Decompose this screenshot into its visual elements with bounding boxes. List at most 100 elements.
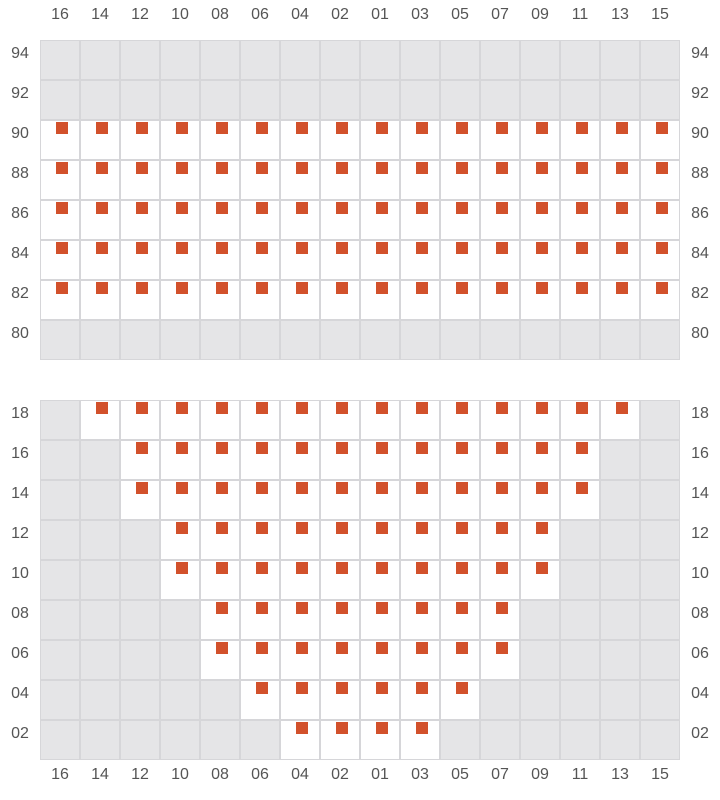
seat-marker[interactable]: [136, 202, 148, 214]
seat-marker[interactable]: [176, 402, 188, 414]
seat-cell-open[interactable]: [360, 680, 400, 720]
seat-cell-open[interactable]: [160, 120, 200, 160]
seat-cell-open[interactable]: [280, 640, 320, 680]
seat-marker[interactable]: [336, 482, 348, 494]
seat-cell-open[interactable]: [80, 400, 120, 440]
seat-cell-open[interactable]: [480, 520, 520, 560]
seat-marker[interactable]: [576, 442, 588, 454]
seat-cell-open[interactable]: [480, 120, 520, 160]
seat-marker[interactable]: [256, 242, 268, 254]
seat-marker[interactable]: [216, 562, 228, 574]
seat-marker[interactable]: [176, 482, 188, 494]
seat-cell-open[interactable]: [240, 640, 280, 680]
seat-marker[interactable]: [216, 482, 228, 494]
seat-marker[interactable]: [416, 522, 428, 534]
seat-marker[interactable]: [96, 282, 108, 294]
seat-cell-open[interactable]: [480, 240, 520, 280]
seat-cell-open[interactable]: [360, 280, 400, 320]
seat-cell-open[interactable]: [320, 600, 360, 640]
seat-marker[interactable]: [136, 482, 148, 494]
seat-cell-open[interactable]: [200, 400, 240, 440]
seat-marker[interactable]: [496, 242, 508, 254]
seat-marker[interactable]: [256, 442, 268, 454]
seat-marker[interactable]: [216, 122, 228, 134]
seat-marker[interactable]: [176, 122, 188, 134]
seat-cell-open[interactable]: [80, 160, 120, 200]
seat-cell-open[interactable]: [440, 120, 480, 160]
seat-marker[interactable]: [216, 202, 228, 214]
seat-cell-open[interactable]: [360, 720, 400, 760]
seat-cell-open[interactable]: [280, 240, 320, 280]
seat-marker[interactable]: [456, 242, 468, 254]
seat-marker[interactable]: [176, 202, 188, 214]
seat-marker[interactable]: [496, 202, 508, 214]
seat-cell-open[interactable]: [440, 200, 480, 240]
seat-cell-open[interactable]: [240, 280, 280, 320]
seat-marker[interactable]: [376, 162, 388, 174]
seat-cell-open[interactable]: [600, 280, 640, 320]
seat-cell-open[interactable]: [240, 120, 280, 160]
seat-cell-open[interactable]: [560, 400, 600, 440]
seat-marker[interactable]: [296, 602, 308, 614]
seat-marker[interactable]: [176, 162, 188, 174]
seat-cell-open[interactable]: [280, 480, 320, 520]
seat-cell-open[interactable]: [240, 680, 280, 720]
seat-cell-open[interactable]: [280, 440, 320, 480]
seat-cell-open[interactable]: [280, 720, 320, 760]
seat-cell-open[interactable]: [640, 160, 680, 200]
seat-cell-open[interactable]: [520, 240, 560, 280]
seat-marker[interactable]: [376, 722, 388, 734]
seat-marker[interactable]: [376, 562, 388, 574]
seat-cell-open[interactable]: [400, 520, 440, 560]
seat-marker[interactable]: [536, 162, 548, 174]
seat-cell-open[interactable]: [480, 160, 520, 200]
seat-cell-open[interactable]: [360, 520, 400, 560]
seat-marker[interactable]: [216, 522, 228, 534]
seat-cell-open[interactable]: [40, 120, 80, 160]
seat-marker[interactable]: [296, 522, 308, 534]
seat-cell-open[interactable]: [520, 480, 560, 520]
seat-marker[interactable]: [456, 562, 468, 574]
seat-marker[interactable]: [376, 202, 388, 214]
seat-cell-open[interactable]: [560, 480, 600, 520]
seat-cell-open[interactable]: [320, 480, 360, 520]
seat-marker[interactable]: [496, 442, 508, 454]
seat-marker[interactable]: [656, 242, 668, 254]
seat-marker[interactable]: [296, 442, 308, 454]
seat-marker[interactable]: [616, 242, 628, 254]
seat-cell-open[interactable]: [200, 560, 240, 600]
seat-cell-open[interactable]: [120, 400, 160, 440]
seat-marker[interactable]: [336, 722, 348, 734]
seat-cell-open[interactable]: [320, 400, 360, 440]
seat-marker[interactable]: [376, 442, 388, 454]
seat-cell-open[interactable]: [200, 200, 240, 240]
seat-cell-open[interactable]: [520, 520, 560, 560]
seat-marker[interactable]: [56, 122, 68, 134]
seat-cell-open[interactable]: [440, 240, 480, 280]
seat-cell-open[interactable]: [440, 520, 480, 560]
seat-cell-open[interactable]: [40, 160, 80, 200]
seat-marker[interactable]: [56, 202, 68, 214]
seat-cell-open[interactable]: [160, 560, 200, 600]
seat-marker[interactable]: [216, 642, 228, 654]
seat-marker[interactable]: [536, 282, 548, 294]
seat-marker[interactable]: [616, 282, 628, 294]
seat-marker[interactable]: [176, 442, 188, 454]
seat-cell-open[interactable]: [240, 240, 280, 280]
seat-cell-open[interactable]: [560, 160, 600, 200]
seat-cell-open[interactable]: [520, 400, 560, 440]
seat-cell-open[interactable]: [400, 720, 440, 760]
seat-cell-open[interactable]: [520, 280, 560, 320]
seat-cell-open[interactable]: [560, 240, 600, 280]
seat-cell-open[interactable]: [320, 240, 360, 280]
seat-cell-open[interactable]: [440, 560, 480, 600]
seat-cell-open[interactable]: [400, 160, 440, 200]
seat-cell-open[interactable]: [240, 160, 280, 200]
seat-cell-open[interactable]: [80, 200, 120, 240]
seat-marker[interactable]: [416, 442, 428, 454]
seat-cell-open[interactable]: [320, 520, 360, 560]
seat-marker[interactable]: [376, 122, 388, 134]
seat-cell-open[interactable]: [120, 440, 160, 480]
seat-marker[interactable]: [456, 682, 468, 694]
seat-cell-open[interactable]: [400, 600, 440, 640]
